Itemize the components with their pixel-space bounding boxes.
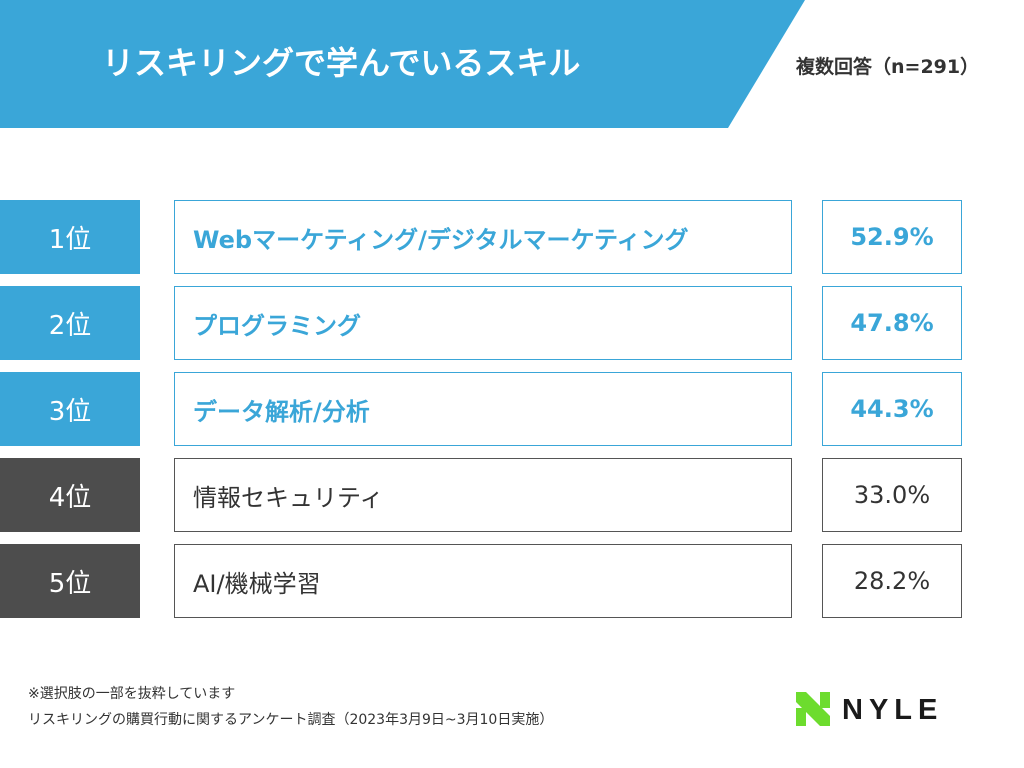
- skill-box: 情報セキュリティ: [174, 458, 792, 532]
- skill-label: AI/機械学習: [193, 569, 321, 598]
- skill-label: Webマーケティング/デジタルマーケティング: [193, 225, 689, 254]
- percent-value: 47.8%: [850, 309, 934, 337]
- percent-box: 47.8%: [822, 286, 962, 360]
- footnote-survey-source: リスキリングの購買行動に関するアンケート調査（2023年3月9日~3月10日実施…: [28, 712, 554, 728]
- skill-label: データ解析/分析: [193, 397, 370, 426]
- skill-box: Webマーケティング/デジタルマーケティング: [174, 200, 792, 274]
- percent-value: 44.3%: [850, 395, 934, 423]
- rank-badge: 4位: [0, 458, 140, 532]
- percent-box: 44.3%: [822, 372, 962, 446]
- footnote-excerpt-note: ※選択肢の一部を抜粋しています: [28, 686, 236, 702]
- nyle-logo-icon: [796, 692, 830, 726]
- skill-box: AI/機械学習: [174, 544, 792, 618]
- page-title: リスキリングで学んでいるスキル: [102, 44, 581, 82]
- percent-value: 33.0%: [853, 481, 931, 509]
- percent-box: 28.2%: [822, 544, 962, 618]
- skill-box: プログラミング: [174, 286, 792, 360]
- percent-value: 52.9%: [850, 223, 934, 251]
- header-banner: [0, 0, 805, 128]
- rank-badge: 3位: [0, 372, 140, 446]
- rank-badge: 5位: [0, 544, 140, 618]
- percent-value: 28.2%: [853, 567, 931, 595]
- skill-box: データ解析/分析: [174, 372, 792, 446]
- skill-label: プログラミング: [193, 311, 361, 340]
- percent-box: 52.9%: [822, 200, 962, 274]
- rank-badge: 1位: [0, 200, 140, 274]
- logo-wordmark: NYLE: [842, 694, 944, 726]
- percent-box: 33.0%: [822, 458, 962, 532]
- sample-size-note: 複数回答（n=291）: [796, 56, 980, 78]
- rank-badge: 2位: [0, 286, 140, 360]
- skill-label: 情報セキュリティ: [193, 483, 384, 512]
